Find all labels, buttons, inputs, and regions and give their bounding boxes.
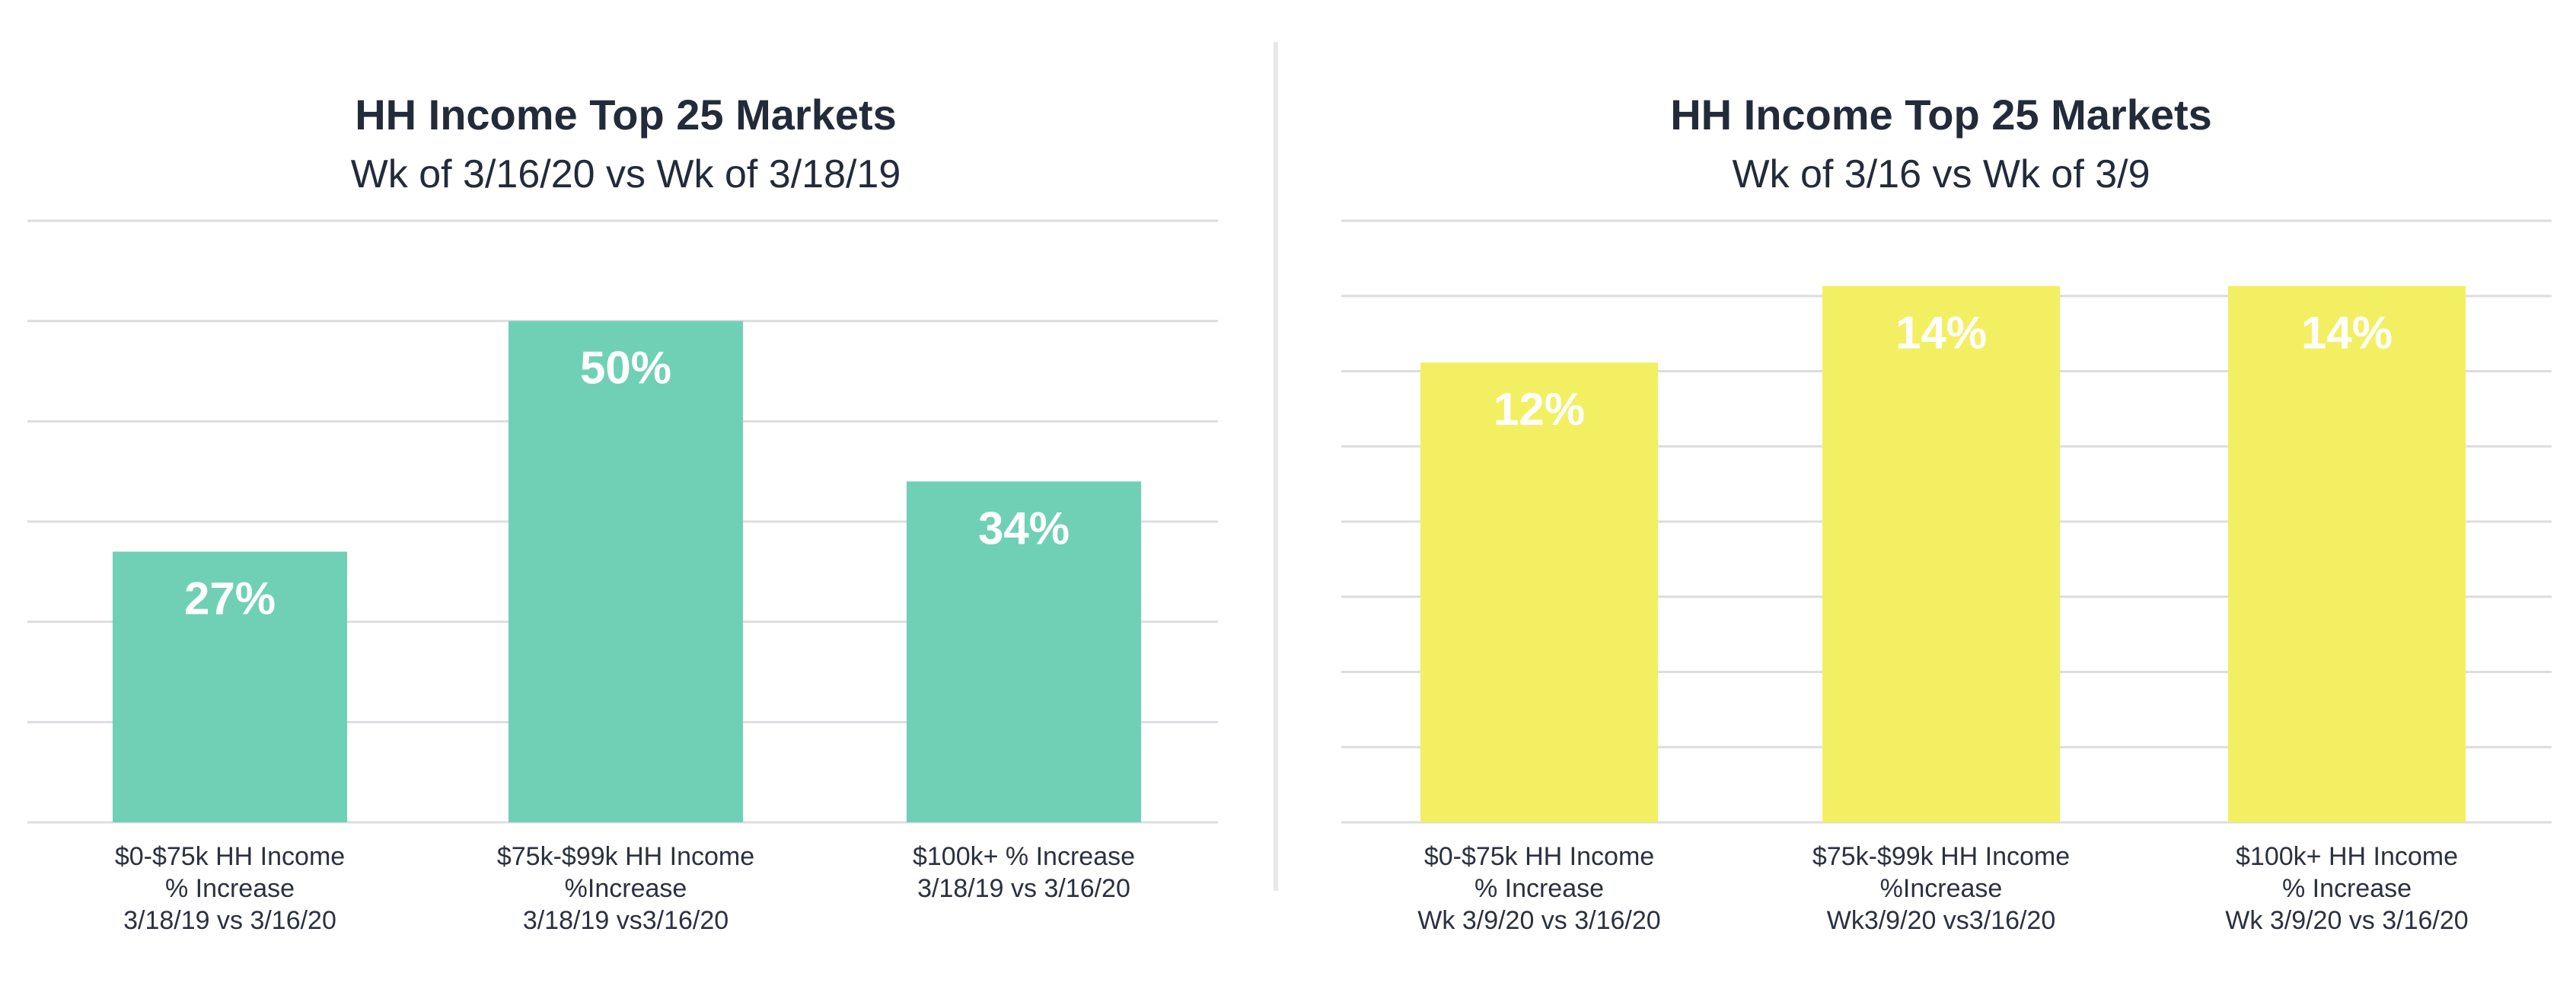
left-category-label-1: $0-$75k HH Income [115, 842, 345, 871]
left-value-label-1: 27% [184, 573, 276, 624]
left-category-label-2: $75k-$99k HH Income [497, 842, 754, 871]
chart-right-title: HH Income Top 25 Markets [1670, 91, 2212, 139]
right-category-label-1: % Increase [1475, 874, 1604, 903]
chart-left-subtitle: Wk of 3/16/20 vs Wk of 3/18/19 [351, 152, 901, 196]
right-bar-1 [1420, 362, 1658, 822]
left-bar-3 [907, 481, 1141, 822]
right-bar-2 [1822, 286, 2060, 823]
left-category-label-2: 3/18/19 vs3/16/20 [523, 906, 728, 935]
chart-left-bars [113, 321, 1141, 823]
right-category-label-3: $100k+ HH Income [2236, 842, 2458, 871]
chart-left-value-labels: 27% 50% 34% [184, 343, 1070, 624]
right-category-label-2: $75k-$99k HH Income [1812, 842, 2070, 871]
chart-right-subtitle: Wk of 3/16 vs Wk of 3/9 [1732, 152, 2150, 196]
right-category-label-2: Wk3/9/20 vs3/16/20 [1827, 906, 2056, 935]
right-value-label-3: 14% [2301, 308, 2393, 359]
left-bar-1 [113, 551, 347, 822]
chart-right: HH Income Top 25 Markets Wk of 3/16 vs W… [1341, 91, 2552, 935]
left-category-label-2: %Increase [565, 874, 687, 903]
left-value-label-2: 50% [580, 343, 671, 394]
left-category-label-3: 3/18/19 vs 3/16/20 [917, 874, 1130, 903]
chart-left: HH Income Top 25 Markets Wk of 3/16/20 v… [27, 91, 1218, 935]
chart-right-category-labels: $0-$75k HH Income % Increase Wk 3/9/20 vs … [1417, 842, 2468, 935]
left-category-label-3: $100k+ % Increase [913, 842, 1135, 871]
right-value-label-1: 12% [1494, 384, 1585, 435]
chart-right-bars [1420, 286, 2466, 823]
right-category-label-1: $0-$75k HH Income [1424, 842, 1654, 871]
right-value-label-2: 14% [1895, 308, 1987, 359]
chart-left-category-labels: $0-$75k HH Income % Increase 3/18/19 vs 3/… [115, 842, 1135, 935]
right-category-label-2: %Increase [1880, 874, 2003, 903]
left-category-label-1: % Increase [165, 874, 295, 903]
left-category-label-1: 3/18/19 vs 3/16/20 [123, 906, 336, 935]
chart-left-title: HH Income Top 25 Markets [355, 91, 897, 139]
left-bar-2 [509, 321, 743, 823]
right-category-label-3: % Increase [2282, 874, 2412, 903]
right-category-label-1: Wk 3/9/20 vs 3/16/20 [1417, 906, 1660, 935]
chart-right-value-labels: 12% 14% 14% [1494, 308, 2393, 436]
right-category-label-3: Wk 3/9/20 vs 3/16/20 [2225, 906, 2468, 935]
left-value-label-3: 34% [978, 503, 1070, 554]
right-bar-3 [2228, 286, 2466, 823]
